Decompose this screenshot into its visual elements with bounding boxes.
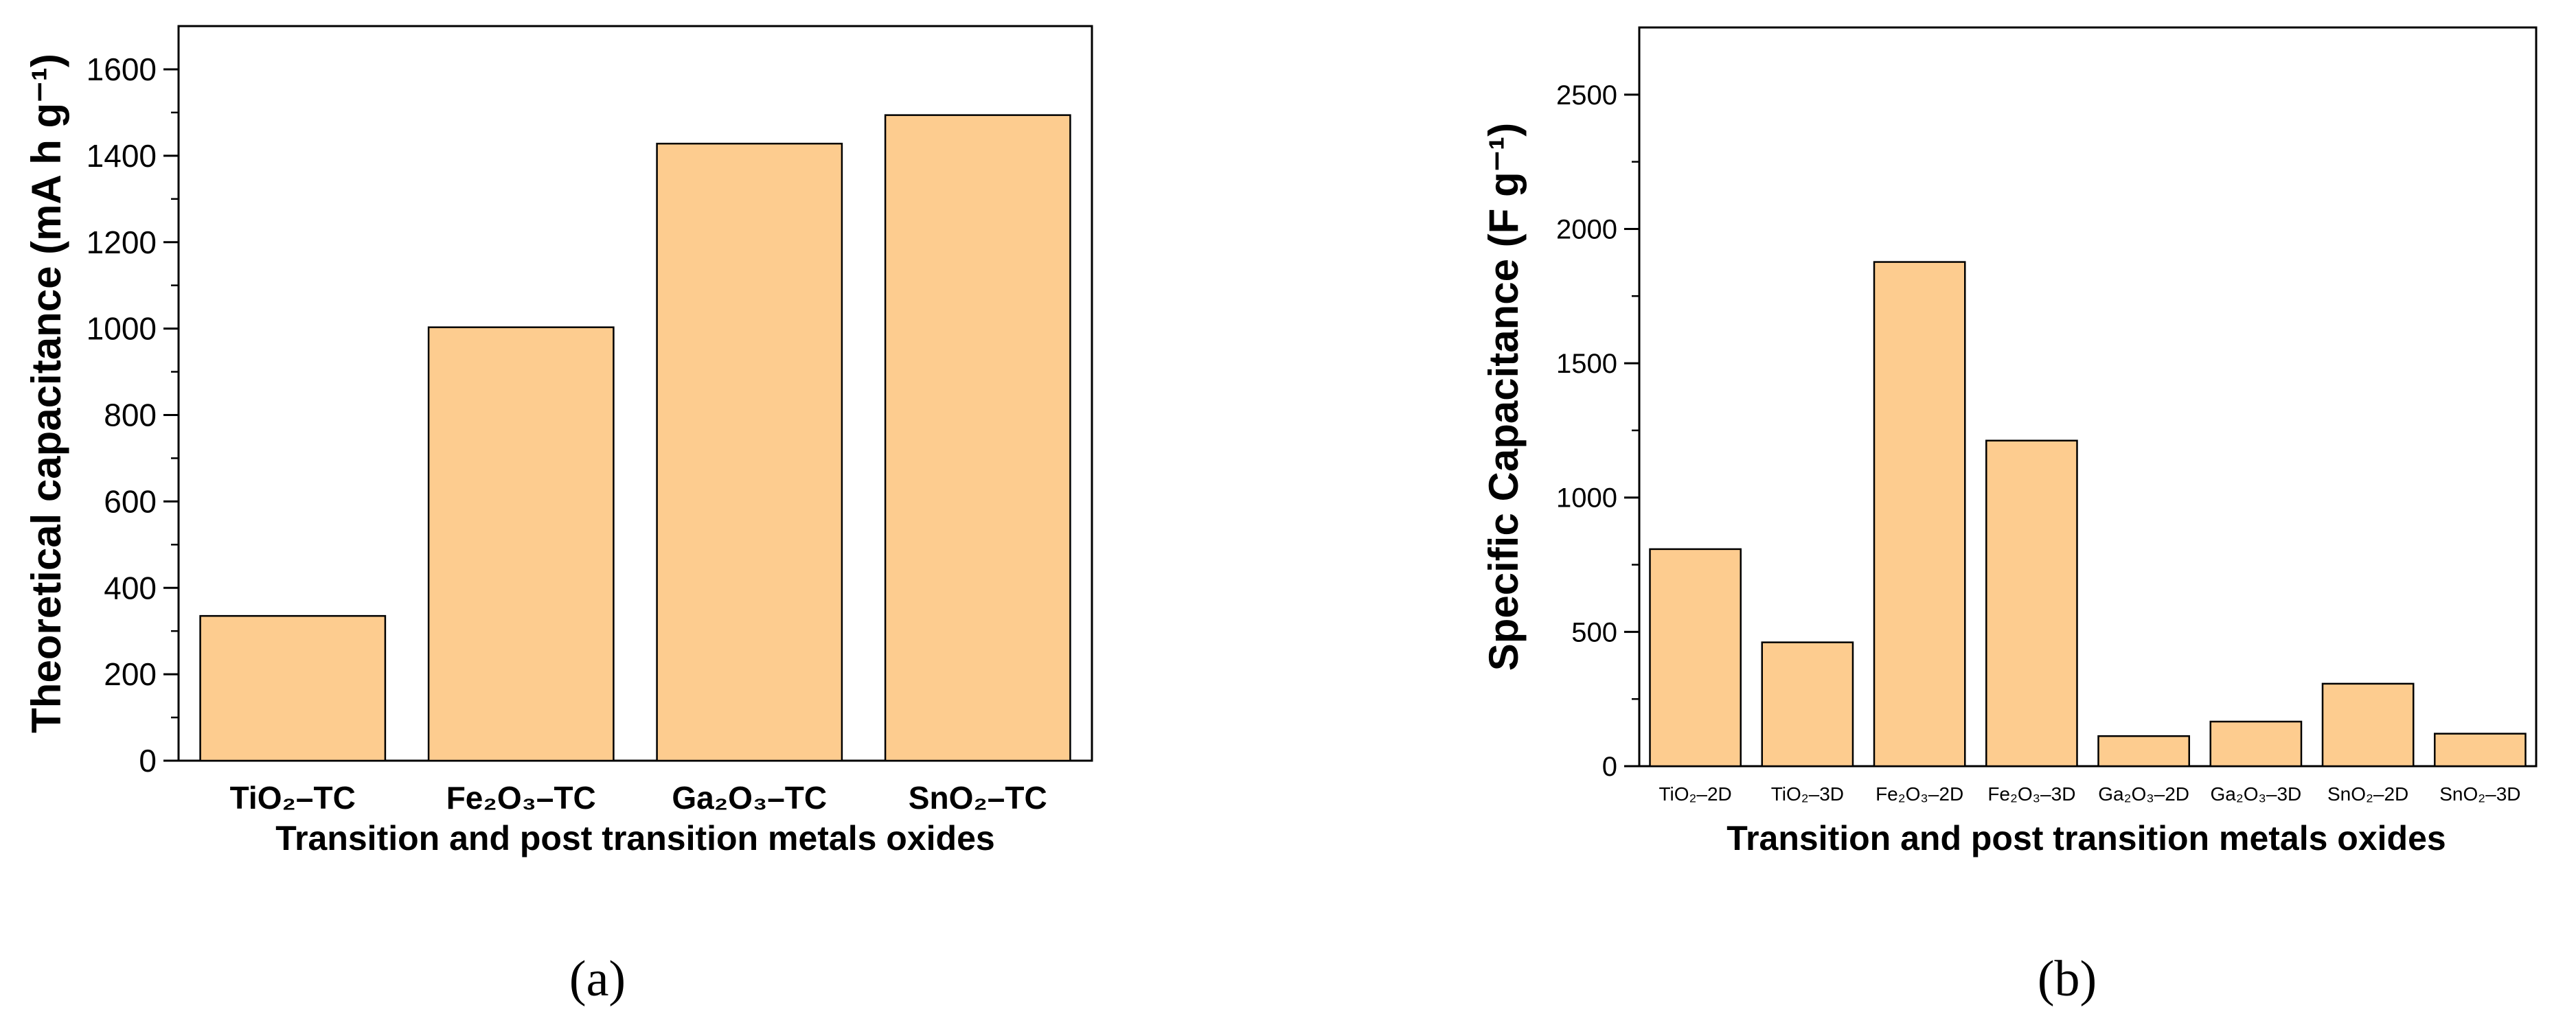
x-tick-label-0: TiO₂–2D: [1659, 783, 1731, 805]
bar-4: [2097, 735, 2190, 768]
panel-b-plot-frame: [1638, 26, 2538, 768]
y-tick-label-4: 2000: [1556, 214, 1617, 244]
x-tick-label-3: SnO₂–TC: [909, 780, 1047, 816]
x-tick-label-6: SnO₂–2D: [2327, 783, 2408, 805]
x-tick-label-3: Fe₂O₃–3D: [1987, 783, 2075, 805]
x-tick-label-0: TiO₂–TC: [230, 780, 356, 816]
panel-b-chart: 0 500 1000 1500 2000 2500 TiO₂–2D TiO₂–3D Fe₂O₃…: [1481, 26, 2538, 1007]
bar-2: [656, 142, 843, 762]
bar-1: [427, 326, 615, 762]
y-tick-label-2: 1000: [1556, 483, 1617, 514]
x-tick-label-1: TiO₂–3D: [1771, 783, 1844, 805]
y-tick-label-2: 400: [104, 570, 157, 606]
x-tick-label-1: Fe₂O₃–TC: [446, 780, 596, 816]
panel-b-label: (b): [2038, 951, 2097, 1007]
y-tick-label-6: 1200: [87, 224, 157, 260]
panel-a-y-axis-label: Theoretical capacitance (mA h g⁻¹): [23, 54, 69, 733]
bar-3: [884, 114, 1071, 762]
y-tick-label-3: 600: [104, 483, 157, 519]
bar-5: [2209, 720, 2303, 768]
y-tick-label-5: 1000: [87, 311, 157, 347]
y-tick-label-1: 200: [104, 656, 157, 692]
panel-b-x-axis-label: Transition and post transition metals ox…: [1726, 819, 2446, 857]
panel-a-x-axis-label: Transition and post transition metals ox…: [275, 819, 994, 857]
bar-7: [2434, 733, 2527, 768]
x-tick-label-2: Ga₂O₃–TC: [672, 780, 827, 816]
bar-3: [1985, 439, 2078, 768]
y-tick-label-8: 1600: [87, 51, 157, 87]
y-tick-label-1: 500: [1571, 617, 1617, 647]
x-tick-label-7: SnO₂–3D: [2439, 783, 2520, 805]
y-tick-label-3: 1500: [1556, 349, 1617, 379]
panel-b-y-axis-label: Specific Capacitance (F g⁻¹): [1481, 123, 1527, 671]
bar-0: [199, 614, 387, 762]
panel-a-plot-frame: [177, 25, 1093, 762]
y-tick-label-0: 0: [139, 743, 157, 779]
y-tick-label-4: 800: [104, 398, 157, 433]
bar-6: [2321, 682, 2415, 768]
bar-2: [1873, 261, 1966, 768]
y-tick-label-7: 1400: [87, 138, 157, 174]
x-tick-label-5: Ga₂O₃–3D: [2210, 783, 2301, 805]
y-tick-label-5: 2500: [1556, 80, 1617, 111]
panel-a-chart: 0 200 400 600 800 1000 1200 1400 1600 TiO₂–TC Fe₂…: [23, 25, 1093, 1007]
panel-a-label: (a): [569, 951, 626, 1007]
bar-0: [1649, 548, 1742, 768]
bar-1: [1761, 641, 1854, 768]
x-tick-label-4: Ga₂O₃–2D: [2098, 783, 2189, 805]
y-tick-label-0: 0: [1602, 752, 1617, 782]
x-tick-label-2: Fe₂O₃–2D: [1876, 783, 1963, 805]
